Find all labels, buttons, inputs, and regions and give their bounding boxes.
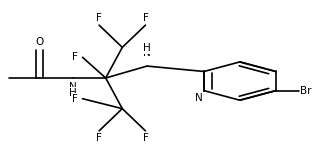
Text: N: N xyxy=(69,82,76,92)
Text: Br: Br xyxy=(300,86,311,96)
Text: N: N xyxy=(143,48,151,58)
Text: F: F xyxy=(72,52,77,62)
Text: F: F xyxy=(96,133,102,143)
Text: F: F xyxy=(72,94,77,104)
Text: F: F xyxy=(143,13,148,23)
Text: H: H xyxy=(143,43,151,53)
Text: F: F xyxy=(143,133,148,143)
Text: O: O xyxy=(35,37,44,47)
Text: H: H xyxy=(69,88,76,98)
Text: N: N xyxy=(195,93,202,103)
Text: F: F xyxy=(96,13,102,23)
